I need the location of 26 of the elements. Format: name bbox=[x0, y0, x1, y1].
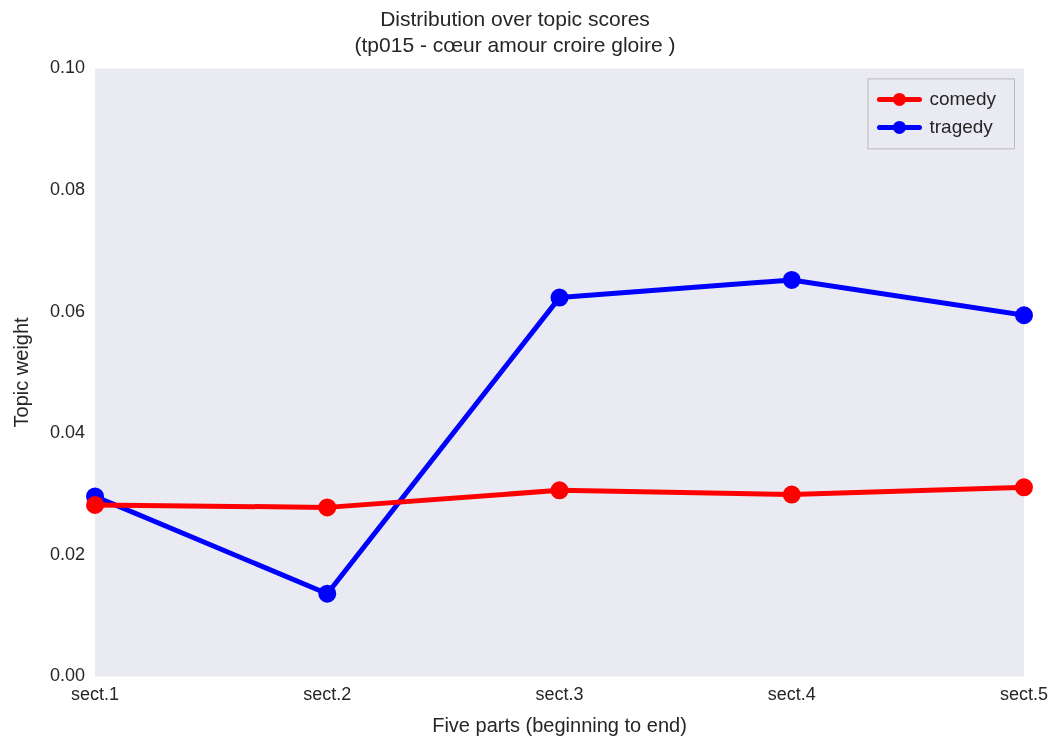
point bbox=[550, 288, 569, 307]
x-tick-label: sect.2 bbox=[303, 684, 352, 705]
y-tick-label: 0.06 bbox=[49, 300, 86, 321]
point bbox=[86, 495, 105, 514]
y-tick-label: 0.10 bbox=[49, 57, 86, 78]
x-axis-title: Five parts (beginning to end) bbox=[432, 713, 687, 736]
point bbox=[550, 481, 569, 500]
x-tick-label: sect.3 bbox=[535, 684, 584, 705]
legend-label: tragedy bbox=[929, 115, 994, 137]
point bbox=[318, 498, 337, 517]
y-tick-label: 0.02 bbox=[49, 543, 86, 564]
x-tick-label: sect.1 bbox=[71, 684, 120, 705]
point bbox=[1014, 478, 1033, 497]
x-tick-label: sect.4 bbox=[767, 684, 816, 705]
point bbox=[1014, 306, 1033, 325]
chart-title: Distribution over topic scores bbox=[380, 7, 650, 31]
point bbox=[318, 584, 337, 603]
point bbox=[782, 270, 801, 289]
y-axis-title: Topic weight bbox=[9, 316, 32, 428]
point bbox=[782, 485, 801, 504]
legend-label: comedy bbox=[929, 87, 997, 109]
x-tick-label: sect.5 bbox=[999, 684, 1048, 705]
y-tick-label: 0.04 bbox=[49, 422, 86, 443]
chart-subtitle: (tp015 - cœur amour croire gloire ) bbox=[354, 32, 676, 56]
y-tick-label: 0.08 bbox=[49, 178, 86, 199]
y-tick-label: 0.00 bbox=[49, 665, 86, 686]
